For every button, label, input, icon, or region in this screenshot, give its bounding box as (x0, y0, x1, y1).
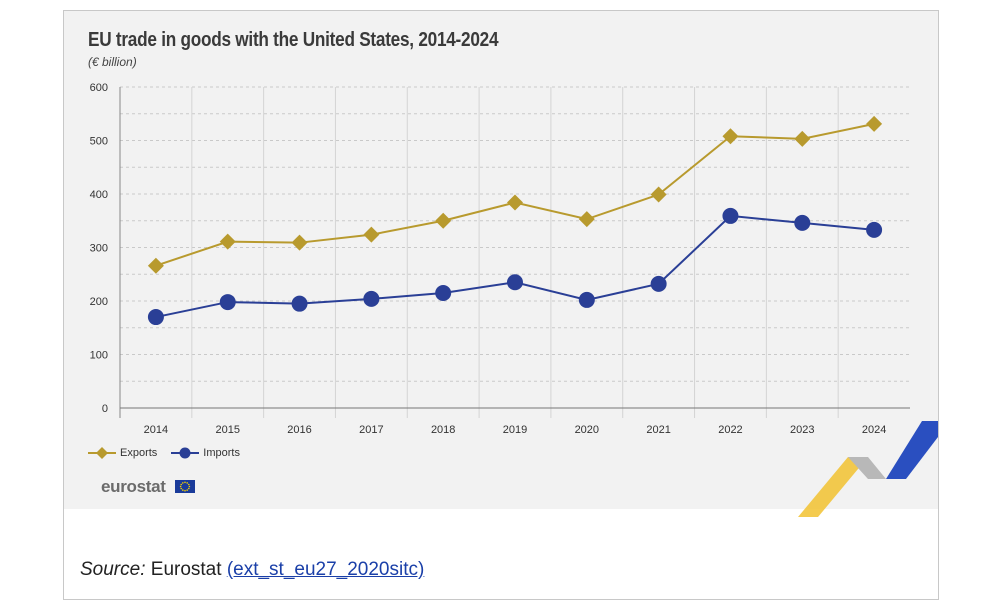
data-point-imports (722, 207, 739, 224)
x-tick-label: 2015 (215, 424, 239, 436)
data-point-imports (866, 221, 883, 238)
data-point-exports (578, 211, 595, 228)
circle-marker-icon (171, 447, 200, 459)
data-point-imports (291, 295, 308, 312)
chart-frame: EU trade in goods with the United States… (63, 10, 939, 600)
chart-panel: EU trade in goods with the United States… (64, 11, 938, 517)
line-chart: 0 100 200 300 400 500 600 2014 2015 2016 2017 2018 2… (90, 82, 910, 436)
x-tick-label: 2021 (646, 424, 670, 436)
y-tick-label: 200 (90, 296, 108, 308)
data-point-exports (435, 212, 452, 229)
chart-subtitle: (€ billion) (88, 55, 137, 69)
source-name: Eurostat (150, 559, 222, 580)
diamond-marker-icon (88, 447, 116, 459)
x-tick-label: 2020 (575, 424, 599, 436)
data-point-exports (219, 233, 236, 250)
source-dataset-link[interactable]: (ext_st_eu27_2020sitc) (226, 559, 425, 580)
data-point-imports (363, 290, 380, 307)
data-point-imports (147, 309, 164, 326)
x-tick-label: 2024 (862, 424, 886, 436)
x-tick-label: 2017 (359, 424, 383, 436)
eu-flag-icon (175, 480, 195, 493)
legend-label-exports: Exports (120, 447, 158, 459)
y-tick-label: 300 (90, 243, 108, 255)
y-tick-label: 500 (90, 136, 108, 148)
data-point-exports (722, 128, 739, 145)
legend-item-exports: Exports (88, 447, 157, 459)
legend-label-imports: Imports (203, 447, 240, 459)
x-tick-label: 2022 (718, 424, 742, 436)
data-point-exports (866, 115, 883, 132)
data-point-imports (435, 284, 452, 301)
x-tick-label: 2018 (431, 424, 455, 436)
data-point-imports (650, 275, 667, 292)
data-point-imports (507, 274, 523, 291)
legend: Exports Imports (88, 447, 240, 459)
chart-title: EU trade in goods with the United States… (88, 29, 499, 51)
data-point-imports (578, 291, 595, 308)
data-point-imports (794, 214, 811, 231)
eurostat-logo: eurostat (101, 477, 166, 496)
brand-ribbon-icon (798, 421, 938, 517)
data-point-exports (291, 234, 308, 251)
data-point-exports (147, 257, 164, 274)
y-tick-label: 600 (90, 82, 108, 94)
x-tick-label: 2023 (790, 424, 814, 436)
y-tick-label: 0 (102, 403, 108, 415)
y-tick-label: 100 (90, 350, 108, 362)
x-tick-label: 2014 (144, 424, 168, 436)
x-tick-label: 2016 (287, 424, 311, 436)
legend-item-imports: Imports (171, 447, 240, 459)
data-point-imports (219, 294, 236, 311)
x-tick-label: 2019 (503, 424, 527, 436)
data-point-exports (507, 194, 523, 211)
y-tick-label: 400 (90, 189, 108, 201)
source-note: Source: Eurostat (ext_st_eu27_2020sitc) (80, 559, 424, 581)
data-point-exports (363, 226, 380, 243)
data-point-exports (650, 186, 667, 203)
source-label: Source: (80, 559, 146, 580)
data-point-exports (794, 130, 811, 147)
